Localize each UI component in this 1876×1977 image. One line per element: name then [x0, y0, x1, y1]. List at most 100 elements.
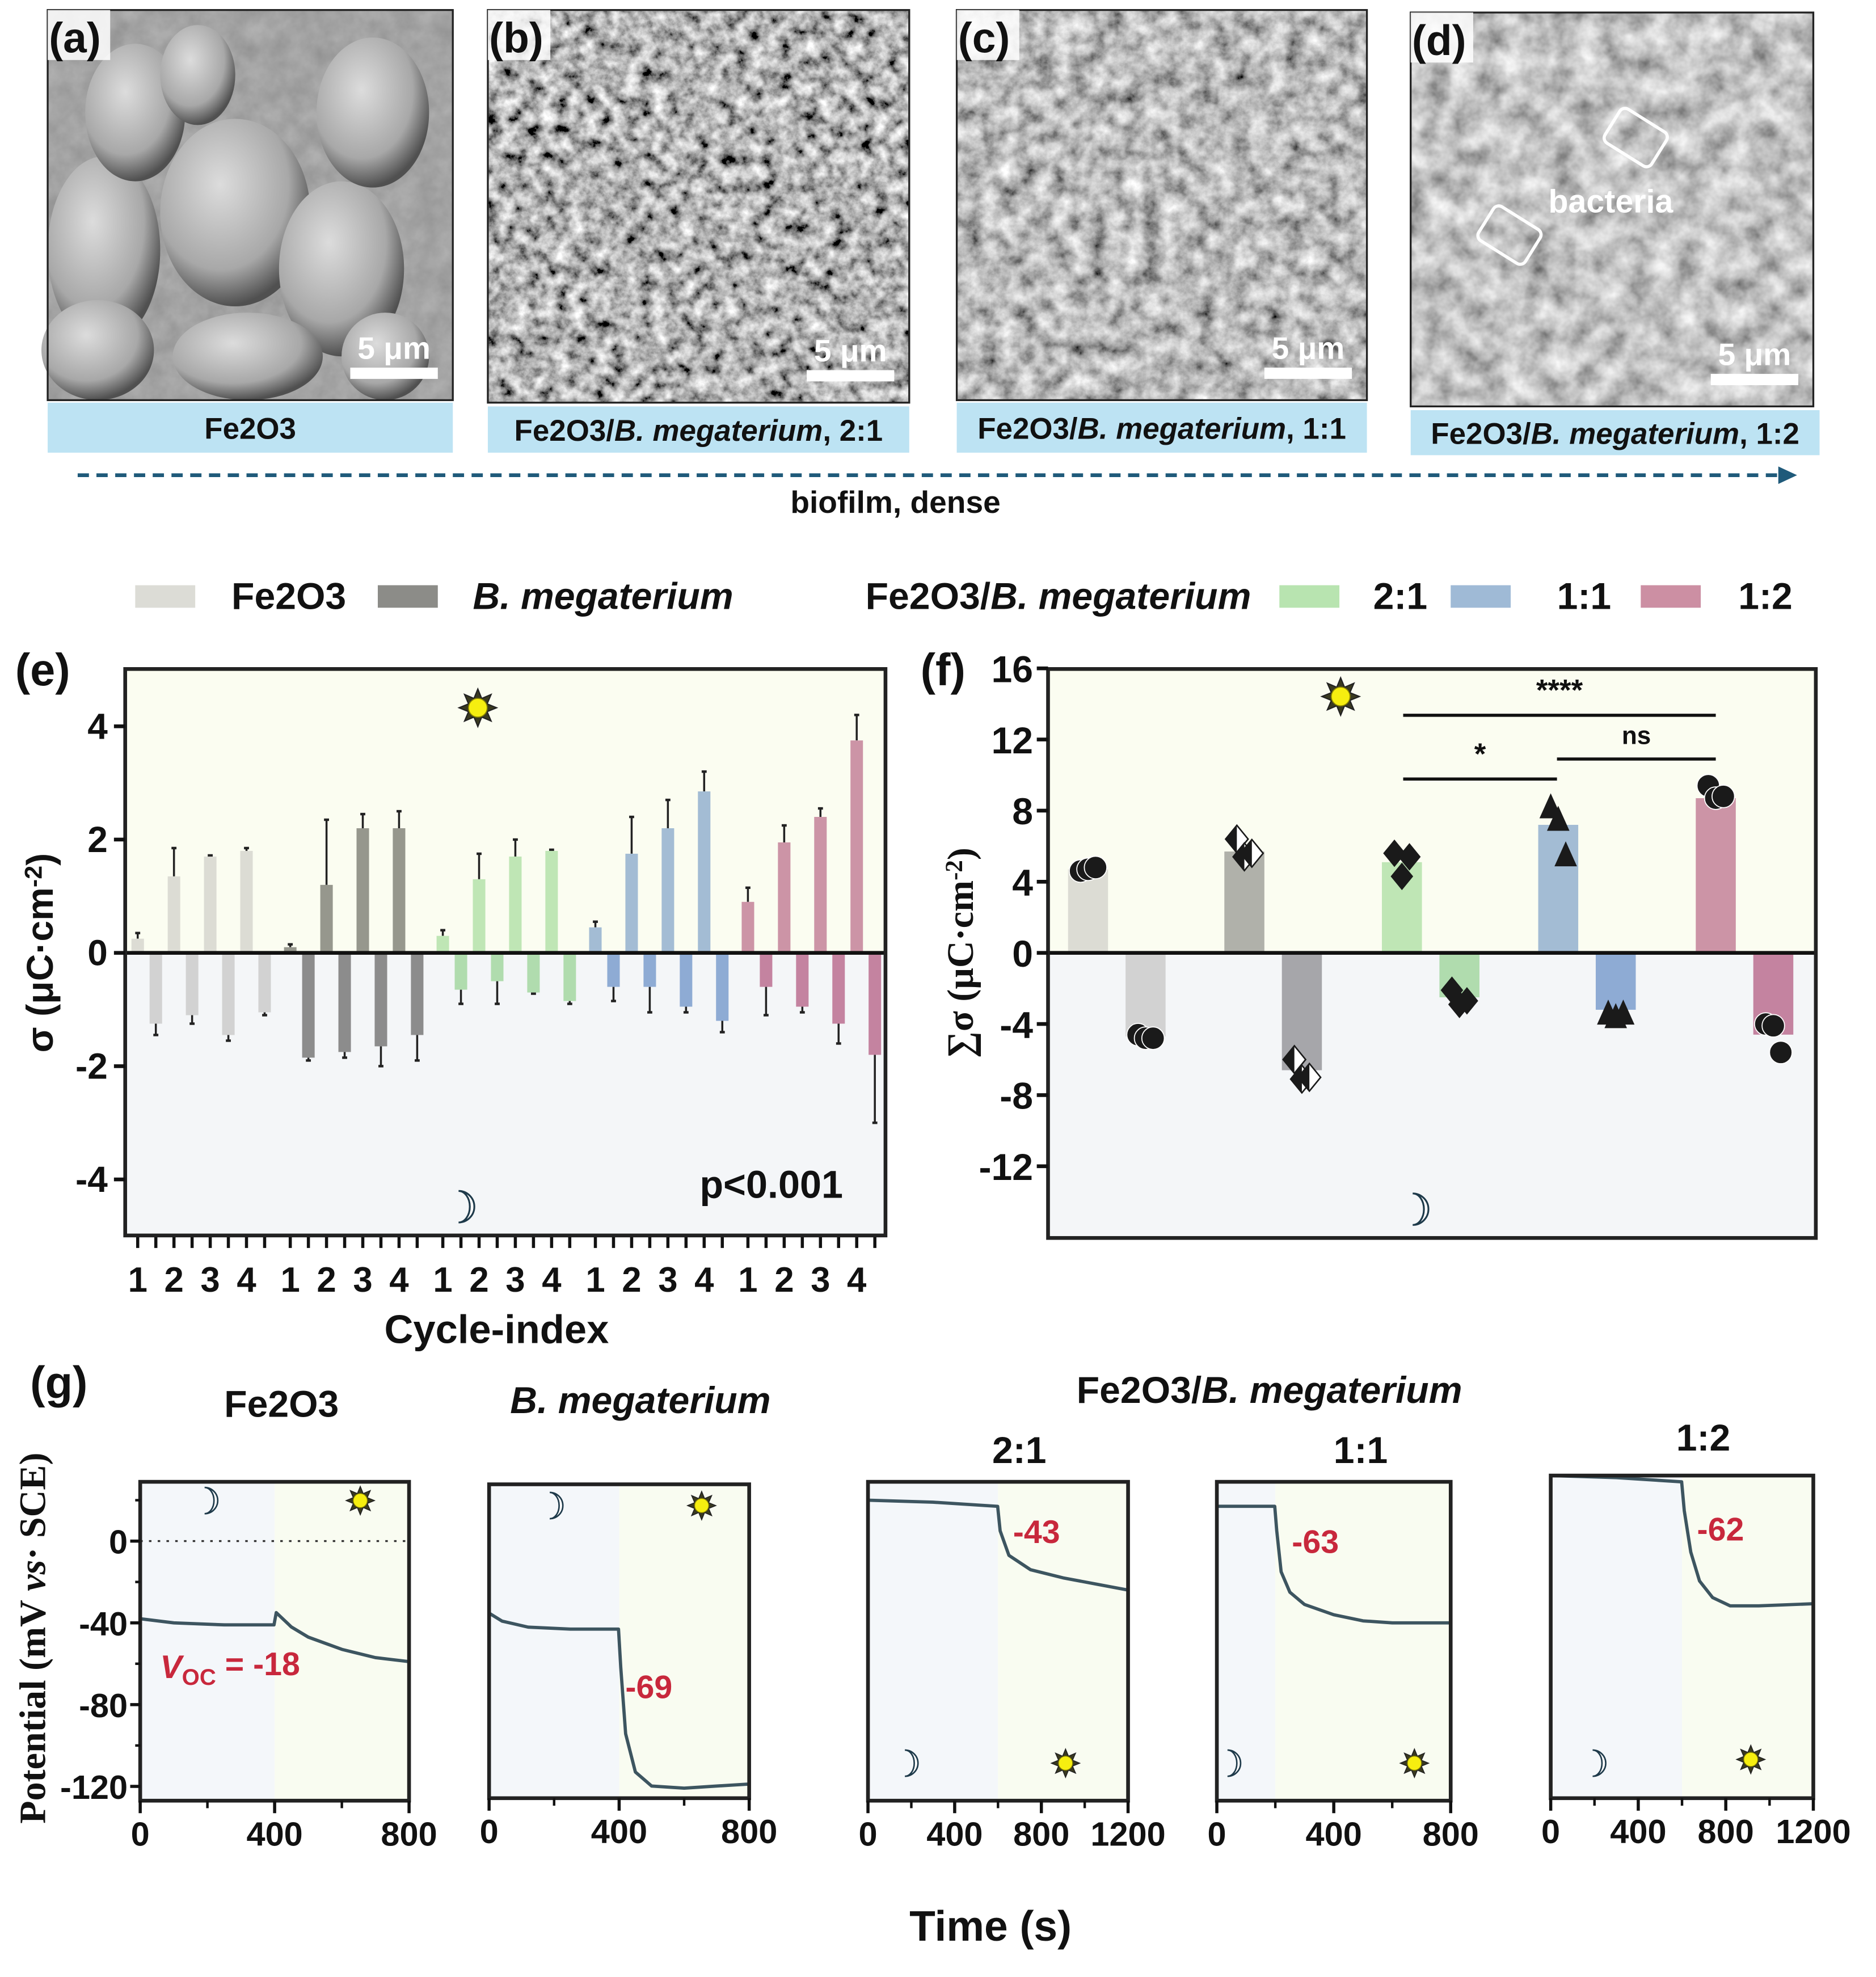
- data-point: [1711, 785, 1735, 808]
- potential-subplot: 0 400 800 1200 1:2 -62: [1541, 1417, 1851, 1850]
- data-point: [1761, 1014, 1785, 1038]
- x-tick-label: 3: [353, 1261, 372, 1300]
- caption-box: [48, 402, 453, 453]
- bar-light: [473, 879, 486, 953]
- x-tick-label: 0: [859, 1815, 878, 1853]
- y-label-text: σ (μC·cm: [19, 887, 61, 1052]
- dark-period-region: [868, 1482, 998, 1801]
- data-point: [1084, 855, 1107, 879]
- y-tick-label: -12: [979, 1146, 1033, 1188]
- bar-dark: [716, 952, 729, 1021]
- voltage-annotation: -69: [625, 1669, 672, 1705]
- bar-dark: [1281, 952, 1322, 1070]
- moon-icon: [458, 1190, 475, 1224]
- p-value-annotation: p<0.001: [699, 1164, 843, 1207]
- moon-icon: [1227, 1749, 1242, 1777]
- caption-box: [956, 402, 1367, 453]
- annotation-symbol: V: [160, 1649, 184, 1685]
- y-tick-label: 12: [991, 720, 1033, 762]
- group-title-formula: Fe2O3/: [1077, 1369, 1202, 1411]
- y-tick-label: -40: [79, 1605, 128, 1643]
- sun-icon: [1050, 1748, 1081, 1779]
- group-title-species: B. megaterium: [1202, 1369, 1462, 1411]
- bacteria-label: bacteria: [1549, 184, 1674, 220]
- marker-half: [1240, 839, 1252, 867]
- panel-label-bg: [1410, 12, 1473, 63]
- legend-swatch: [1451, 585, 1511, 608]
- bar-light: [240, 850, 253, 953]
- annotation-value: -63: [1292, 1524, 1339, 1561]
- caption-ratio: , 1:1: [1286, 412, 1346, 446]
- voltage-annotation: -62: [1697, 1512, 1744, 1548]
- bar-dark: [149, 952, 162, 1024]
- y-axis-label: ∑σ (μC·cm-2): [940, 848, 981, 1058]
- trend-arrow: [77, 466, 1797, 484]
- data-point: [1612, 999, 1635, 1025]
- light-period-region: [1275, 1482, 1451, 1801]
- bar-dark: [563, 952, 576, 1001]
- x-tick-label: 800: [1698, 1812, 1754, 1850]
- potential-trace: [488, 1612, 749, 1790]
- annotation-value: = -18: [216, 1646, 300, 1683]
- moon-icon: [904, 1749, 919, 1777]
- sem-image-texture: [1410, 12, 1814, 407]
- bar-light: [814, 817, 827, 953]
- caption-box: [487, 406, 909, 453]
- subplot-title: B. megaterium: [510, 1380, 770, 1422]
- chart-e-cycle-charge: 1 2 3 4 1 2 3 4 1 2 3 4 1 2 3 4 1 2 3 4-4-2024p<0.001Cycle-…: [19, 667, 888, 1351]
- bar-dark: [680, 952, 693, 1007]
- bar-light: [589, 927, 602, 953]
- bar-light: [167, 876, 180, 953]
- panel-label-e: (e): [15, 644, 70, 695]
- marker-half: [1298, 1063, 1310, 1091]
- x-tick-label: 1200: [1090, 1815, 1165, 1853]
- bar-dark: [1125, 952, 1166, 1036]
- bar-light: [393, 828, 406, 953]
- caption-formula: Fe2O3: [204, 412, 296, 446]
- data-point: [1383, 839, 1406, 867]
- caption-box: [1410, 410, 1820, 456]
- potential-subplot: 0 400 800 B. megaterium -69: [480, 1380, 778, 1850]
- bacteria-marker: [1603, 107, 1669, 168]
- y-tick-label: -4: [75, 1159, 108, 1200]
- potential-trace: [1217, 1504, 1451, 1625]
- marker-half: [1225, 825, 1237, 853]
- sem-panel: (d) 5 μm bacteria Fe2O3/B. megaterium, 1:2: [1410, 11, 1820, 456]
- data-point: [1456, 987, 1478, 1015]
- panel-label-bg: [48, 10, 111, 60]
- bacteria-marker: [1476, 204, 1543, 266]
- y-tick-label: 0: [109, 1523, 128, 1561]
- significance-label: ****: [1536, 673, 1583, 707]
- sem-particle: [48, 156, 161, 344]
- panel-label-bg: [487, 10, 551, 60]
- sem-image-texture: [956, 10, 1367, 401]
- x-tick-label: 3: [811, 1261, 830, 1300]
- x-tick-label: 2: [469, 1261, 488, 1300]
- dark-period-region: [140, 1482, 275, 1801]
- bar-dark: [832, 952, 845, 1024]
- sem-particle: [41, 300, 154, 401]
- sun-core: [1743, 1752, 1759, 1767]
- group-title: Fe2O3/B. megaterium: [1077, 1369, 1462, 1411]
- y-tick-label: 4: [87, 706, 108, 747]
- caption-species: B. megaterium: [1531, 418, 1739, 451]
- legend-swatch: [377, 585, 438, 608]
- moon-crescent: [204, 1486, 219, 1515]
- y-label-end: ): [19, 853, 61, 866]
- caption-ratio: , 1:2: [1739, 418, 1799, 451]
- x-tick-label: 1: [738, 1261, 757, 1300]
- x-tick-label: 3: [658, 1261, 677, 1300]
- bar-light: [545, 850, 558, 953]
- data-point: [1769, 1040, 1793, 1064]
- caption-ratio: , 2:1: [823, 414, 883, 448]
- annotation-subscript: OC: [182, 1665, 216, 1690]
- x-tick-label: 4: [389, 1261, 408, 1300]
- legend-label: 1:2: [1738, 575, 1793, 617]
- subplot-title: Fe2O3: [224, 1383, 339, 1425]
- light-region: [125, 669, 886, 953]
- sem-image-border: [1410, 11, 1815, 408]
- scale-bar-label: 5 μm: [1718, 337, 1791, 372]
- bar-light: [1068, 869, 1108, 953]
- sun-icon: [1399, 1748, 1430, 1779]
